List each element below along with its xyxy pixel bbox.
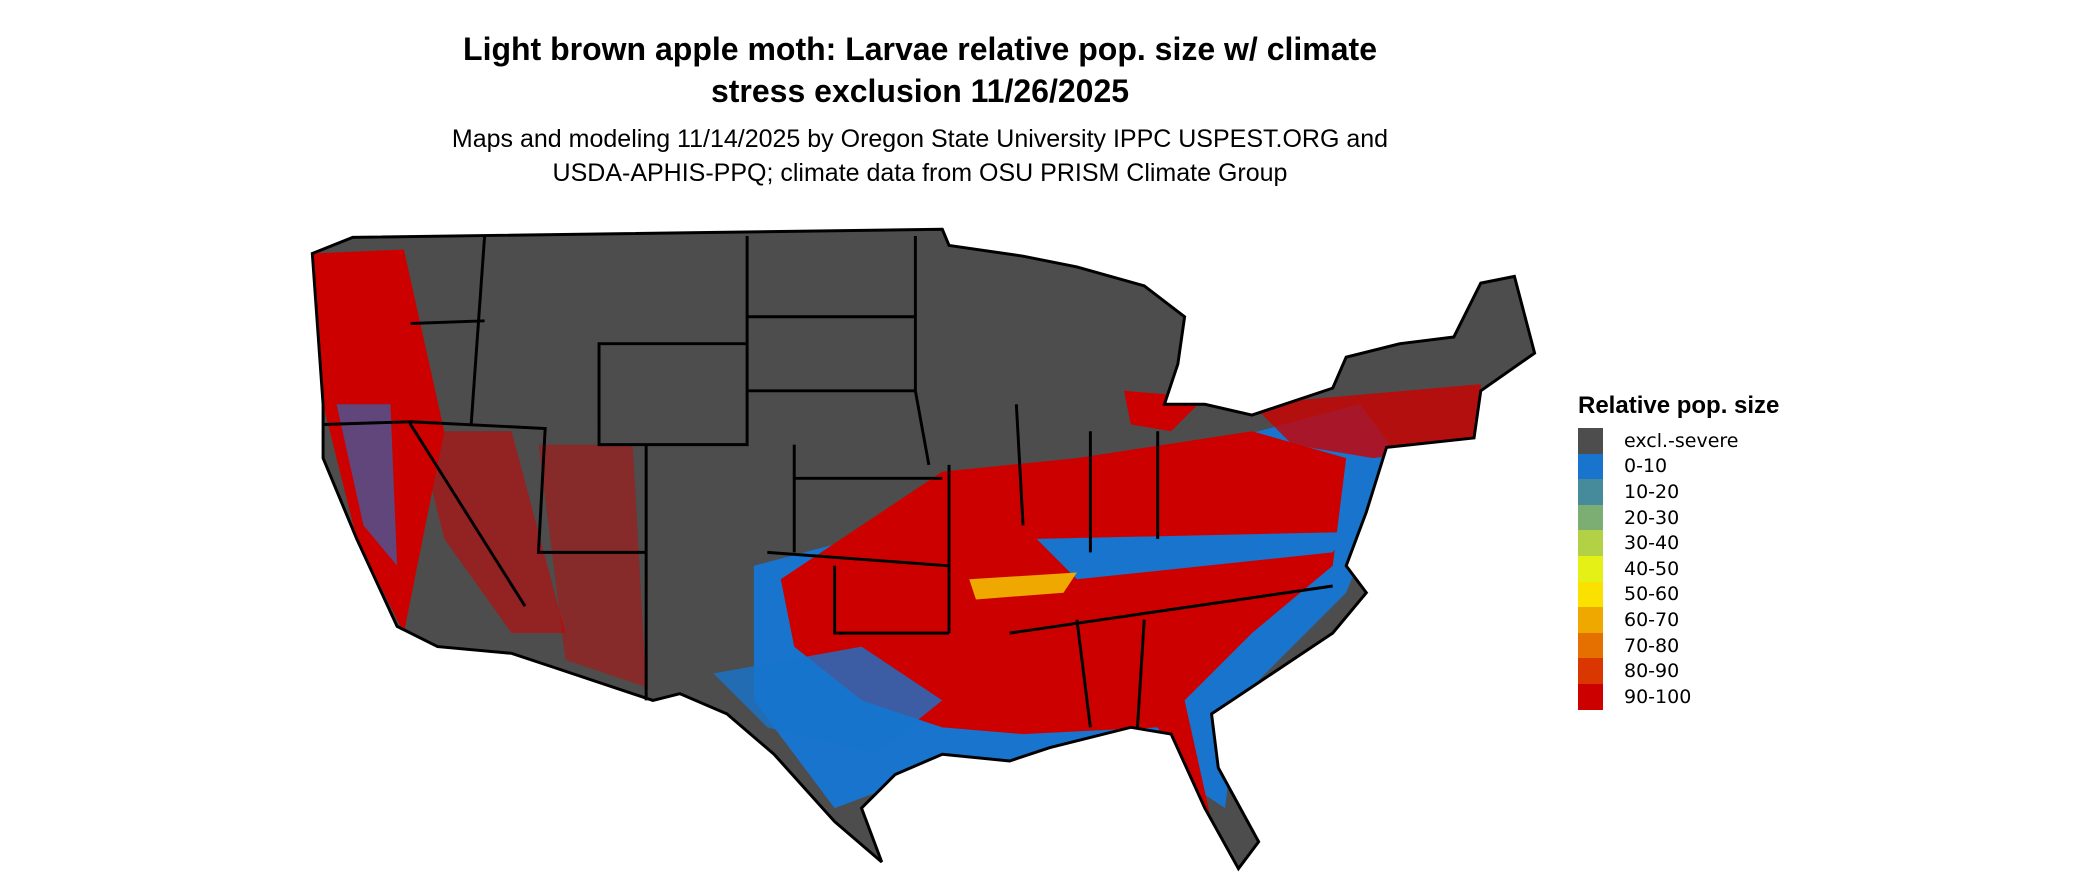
legend-label: 80-90 (1624, 660, 1680, 683)
title-line-1: Light brown apple moth: Larvae relative … (463, 31, 1377, 67)
legend-swatch (1578, 607, 1603, 633)
map-title: Light brown apple moth: Larvae relative … (0, 28, 1840, 112)
legend-label: 90-100 (1624, 685, 1692, 708)
legend-item: 40-50 (1578, 555, 1779, 582)
legend-label: 60-70 (1624, 608, 1680, 631)
legend-label: 50-60 (1624, 583, 1680, 606)
legend-item: 90-100 (1578, 683, 1779, 710)
legend-swatch (1578, 530, 1603, 556)
legend-label: 20-30 (1624, 506, 1680, 529)
legend-item: 20-30 (1578, 504, 1779, 531)
legend-label: 70-80 (1624, 634, 1680, 657)
zone-60-70 (969, 572, 1077, 600)
zone-great-basin (417, 431, 566, 634)
title-line-2: stress exclusion 11/26/2025 (710, 73, 1130, 109)
state-borders (310, 227, 1537, 871)
legend-item: 10-20 (1578, 479, 1779, 505)
legend-swatch (1578, 504, 1603, 531)
legend-item: 50-60 (1578, 581, 1779, 608)
legend-swatch (1578, 581, 1603, 608)
legend-swatch (1578, 555, 1603, 582)
legend-item: 70-80 (1578, 632, 1779, 659)
zone-northeast (1251, 384, 1481, 459)
map-subtitle: Maps and modeling 11/14/2025 by Oregon S… (0, 122, 1840, 190)
legend-item: excl.-severe (1578, 428, 1779, 454)
map-raster (312, 229, 1535, 869)
legend-items: excl.-severe 0-10 10-20 20-30 30-40 40-50 50-6… (1578, 428, 1779, 710)
legend-title: Relative pop. size (1578, 392, 1780, 419)
legend-swatch (1578, 479, 1603, 505)
legend-swatch (1578, 453, 1603, 480)
legend-swatch (1578, 683, 1603, 710)
legend-label: 30-40 (1624, 532, 1680, 555)
zone-west-coast-blue (336, 404, 398, 566)
legend-label: excl.-severe (1624, 429, 1739, 452)
legend-label: 0-10 (1624, 455, 1668, 478)
legend-swatch (1578, 428, 1603, 454)
legend-label: 40-50 (1624, 557, 1680, 580)
legend-item: 60-70 (1578, 607, 1779, 633)
legend-swatch (1578, 632, 1603, 659)
legend-item: 0-10 (1578, 453, 1779, 480)
legend-swatch (1578, 658, 1603, 684)
legend-item: 80-90 (1578, 658, 1779, 684)
subtitle-line-1: Maps and modeling 11/14/2025 by Oregon S… (451, 125, 1389, 153)
zone-southwest (538, 444, 647, 687)
legend-item: 30-40 (1578, 530, 1779, 556)
legend-label: 10-20 (1624, 480, 1680, 503)
legend: Relative pop. size excl.-severe 0-10 10-20… (1578, 392, 1779, 710)
subtitle-line-2: USDA-APHIS-PPQ; climate data from OSU PR… (552, 159, 1288, 187)
zone-gulf-blue (713, 646, 943, 755)
zone-0-10-band (1036, 532, 1347, 580)
